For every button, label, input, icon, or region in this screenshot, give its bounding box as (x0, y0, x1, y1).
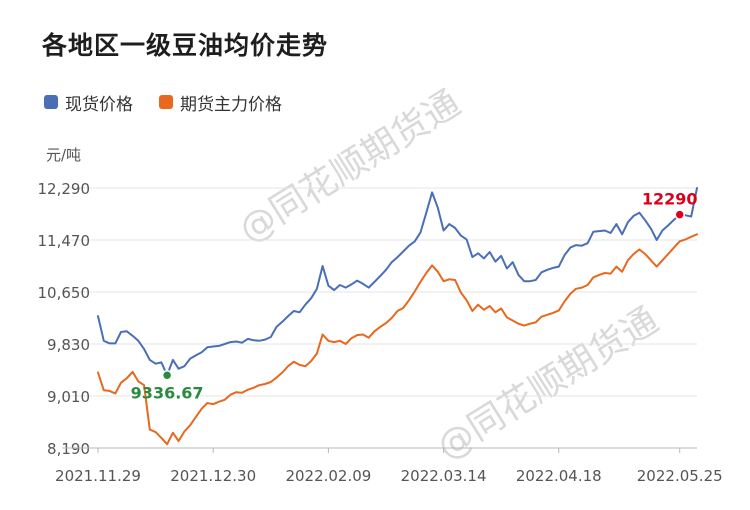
series-line-spot (97, 187, 698, 377)
y-tick-label: 8,190 (47, 440, 90, 458)
legend-swatch-spot (44, 95, 58, 109)
x-tick-label: 2022.03.14 (401, 467, 487, 485)
series-line-futures (97, 233, 698, 446)
x-tick-label: 2022.04.18 (516, 467, 602, 485)
annotation-label: 12290 (642, 190, 698, 209)
x-tick-label: 2022.05.25 (637, 467, 723, 485)
y-tick-label: 9,830 (47, 336, 90, 354)
chart-title: 各地区一级豆油均价走势 (42, 31, 329, 60)
annotation-point (161, 370, 173, 381)
y-tick-label: 12,290 (38, 180, 91, 198)
y-axis-unit-label: 元/吨 (46, 146, 81, 164)
chart-legend: 现货价格 期货主力价格 (44, 90, 308, 115)
legend-item-futures[interactable]: 期货主力价格 (159, 90, 282, 115)
legend-swatch-futures (159, 95, 173, 109)
legend-label-futures: 期货主力价格 (180, 94, 282, 115)
annotation-point (674, 209, 685, 220)
x-tick-label: 2021.11.29 (55, 467, 141, 485)
y-tick-label: 10,650 (38, 284, 91, 302)
annotation-label: 9336.67 (131, 383, 204, 402)
y-tick-label: 11,470 (38, 232, 91, 250)
legend-label-spot: 现货价格 (65, 94, 133, 115)
legend-item-spot[interactable]: 现货价格 (44, 90, 133, 115)
x-tick-label: 2022.02.09 (285, 467, 371, 485)
y-tick-label: 9,010 (47, 388, 90, 406)
x-tick-label: 2021.12.30 (170, 467, 256, 485)
